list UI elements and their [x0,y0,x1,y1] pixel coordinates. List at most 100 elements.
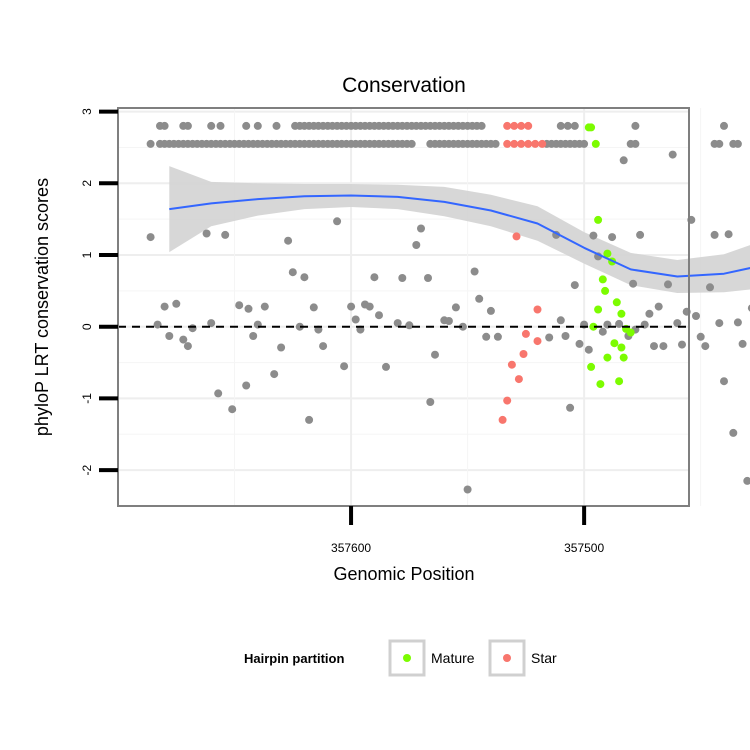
point-other-229 [645,309,654,318]
point-other-205 [482,332,491,341]
point-mature-20 [615,377,624,386]
point-mature-17 [619,353,628,362]
legend-key-star [488,639,526,677]
y-axis-title: phyloP LRT conservation scores [32,178,52,436]
point-mature-8 [612,298,621,307]
point-other-245 [720,377,728,386]
point-other-199 [444,317,453,325]
point-other-212 [566,403,575,412]
legend-title: Hairpin partition [244,651,344,666]
points-layer [146,121,750,494]
plot-background [118,108,689,506]
confidence-ribbon [169,166,750,293]
point-other-247 [729,428,738,437]
smooth-line [169,194,750,278]
point-other-243 [710,230,719,239]
point-star-9 [538,139,547,148]
point-other-208 [545,333,554,342]
point-mature-19 [596,380,605,389]
point-other-156 [179,335,188,344]
point-mature-7 [601,286,610,295]
point-other-242 [706,283,714,292]
point-other-160 [207,319,216,328]
point-other-180 [333,217,342,226]
point-other-192 [405,321,414,330]
point-other-201 [458,322,467,331]
point-other-174 [295,322,304,331]
y-tick-label-4: -1 [80,393,94,404]
point-mature-18 [587,362,596,371]
point-other-163 [228,405,237,414]
point-other-161 [214,389,223,398]
point-other-155 [172,299,181,308]
point-other-7 [253,121,262,130]
point-star-13 [519,350,528,358]
point-other-169 [260,302,269,311]
point-star-16 [503,396,512,405]
point-other-152 [153,320,162,329]
point-mature-15 [617,343,626,352]
point-mature-13 [589,322,598,331]
x-axis-title: Genomic Position [333,564,474,584]
point-star-7 [524,139,533,148]
point-star-6 [517,139,526,148]
point-mature-14 [610,339,619,348]
point-star-1 [510,121,519,130]
point-other-159 [202,229,211,238]
plot-border [117,107,690,507]
point-other-153 [160,302,169,311]
point-other-227 [636,230,645,239]
point-other-230 [650,342,658,351]
point-other-138 [580,139,589,148]
point-other-188 [375,311,383,320]
point-other-54 [720,121,728,130]
chart-title: Conservation [342,74,466,97]
point-other-171 [277,343,286,352]
point-other-142 [715,139,724,148]
x-tick-label-0: 357600 [331,541,371,555]
point-other-197 [431,350,439,359]
point-other-181 [340,362,349,371]
point-other-222 [615,319,624,328]
point-other-207 [493,332,502,341]
y-axis: 3 2 1 0 -1 -2 [80,108,118,475]
point-other-223 [619,156,628,165]
point-other-151 [146,233,155,242]
point-other-191 [398,274,407,282]
legend-swatch-star [503,654,511,662]
y-tick-label-2: 1 [80,251,94,258]
point-other-233 [664,280,672,289]
point-other-241 [701,342,710,351]
point-other-3 [183,121,192,130]
point-other-193 [412,241,421,249]
point-star-11 [521,329,530,338]
point-other-251 [747,304,750,312]
point-other-166 [244,304,253,313]
point-other-250 [743,476,750,485]
point-other-234 [668,150,677,159]
point-other-232 [659,342,668,351]
point-other-235 [673,319,682,328]
point-other-158 [188,324,197,333]
point-star-8 [531,139,540,148]
point-other-182 [347,302,356,311]
point-other-6 [242,121,251,130]
point-mature-9 [617,309,626,318]
point-star-14 [507,360,516,369]
point-other-1 [160,121,169,130]
point-other-179 [319,342,328,351]
point-other-190 [393,319,402,328]
x-tick-label-1: 357500 [564,541,604,555]
point-other-165 [242,381,251,390]
point-other-144 [733,139,742,148]
point-other-219 [598,327,607,336]
point-other-236 [678,340,686,349]
point-other-140 [631,139,640,148]
point-mature-4 [603,249,612,258]
point-other-206 [486,306,495,315]
legend-label-mature: Mature [431,650,475,666]
point-other-196 [426,398,435,406]
point-star-0 [503,121,512,130]
point-other-173 [288,268,297,277]
point-other-248 [733,318,742,327]
